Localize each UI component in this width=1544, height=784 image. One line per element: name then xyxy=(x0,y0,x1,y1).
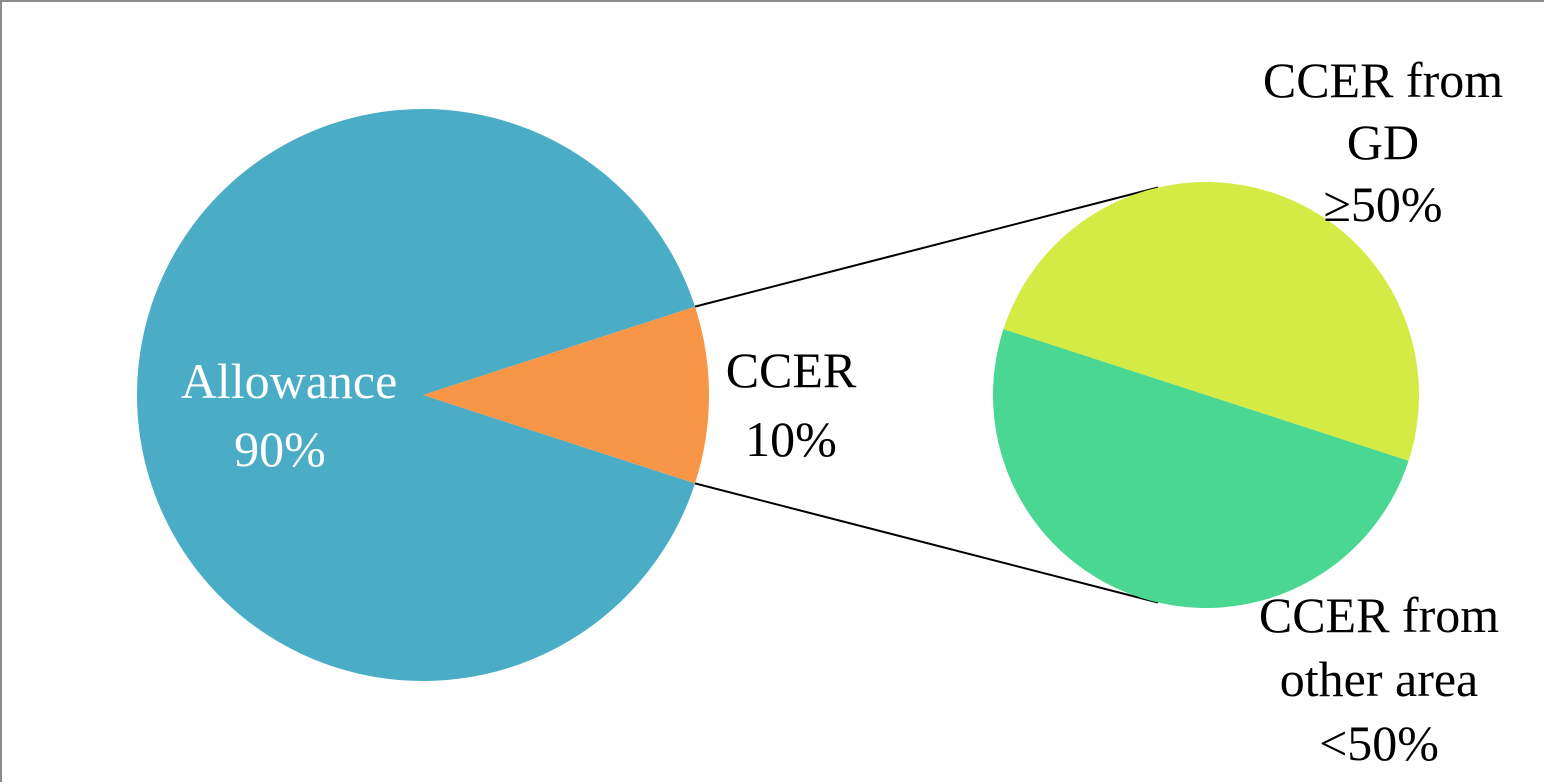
slice-label-ccer-other-line1: CCER from xyxy=(1259,587,1499,643)
connector-line-top xyxy=(694,186,1159,308)
slice-value-ccer-other: <50% xyxy=(1319,715,1439,771)
slice-value-ccer: 10% xyxy=(745,411,837,467)
slice-allowance xyxy=(136,108,696,682)
slice-label-ccer: CCER xyxy=(726,342,857,398)
slice-label-ccer-gd-line1: CCER from xyxy=(1263,52,1503,108)
slice-label-ccer-gd-line2: GD xyxy=(1347,114,1419,170)
slice-label-ccer-other-line2: other area xyxy=(1280,651,1478,707)
slice-label-allowance: Allowance xyxy=(181,353,398,409)
slice-ccer-from-other-area xyxy=(992,329,1409,609)
slice-value-ccer-gd: ≥50% xyxy=(1323,176,1442,232)
slice-value-allowance: 90% xyxy=(234,421,326,477)
slice-ccer-from-gd xyxy=(1003,181,1420,461)
connector-line-bottom xyxy=(694,482,1159,604)
slice-ccer xyxy=(423,306,709,484)
